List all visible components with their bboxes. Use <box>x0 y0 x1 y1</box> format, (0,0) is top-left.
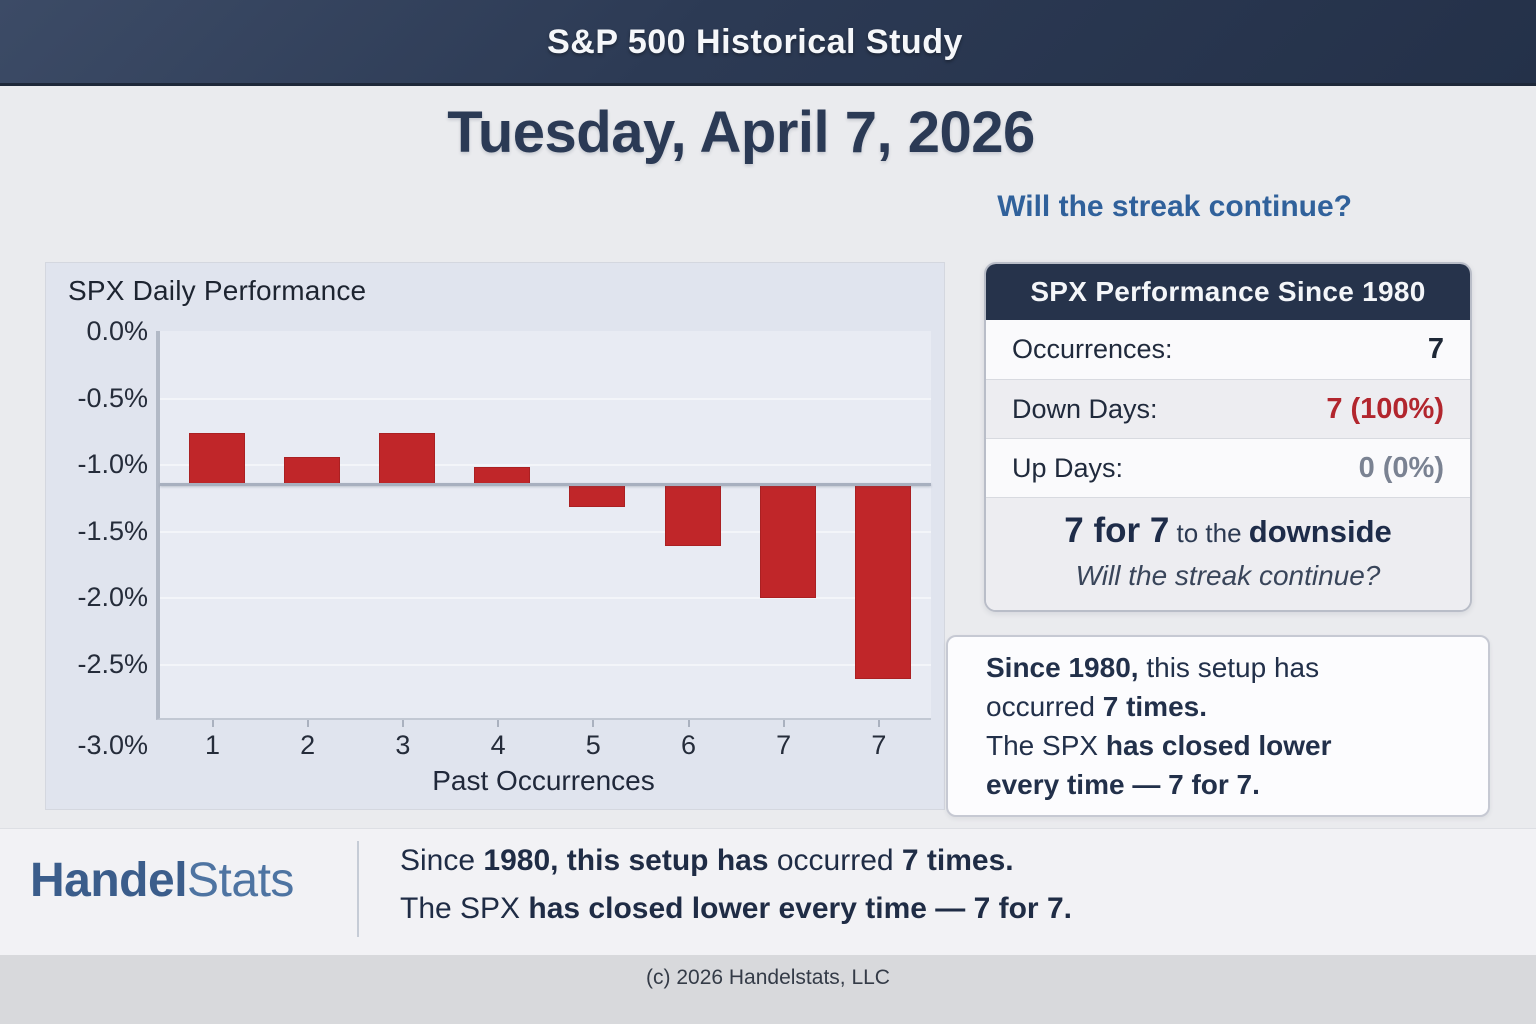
x-tick-mark <box>401 720 404 727</box>
stats-row-up-days: Up Days: 0 (0%) <box>986 438 1470 497</box>
up-days-value: 0 (0%) <box>1358 451 1444 484</box>
stats-row-down-days: Down Days: 7 (100%) <box>986 379 1470 438</box>
y-tick-label: -1.0% <box>77 449 148 479</box>
handelstats-logo: HandelStats <box>30 853 294 908</box>
logo-stats: Stats <box>187 854 294 907</box>
insight-text: this setup has <box>1138 652 1320 683</box>
insight-bold: Since 1980, <box>986 652 1139 683</box>
chart-bar <box>759 483 816 599</box>
x-tick-mark <box>877 720 880 727</box>
x-tick-label: 1 <box>204 730 221 760</box>
x-axis-title: Past Occurrences <box>432 765 655 796</box>
occurrences-value: 7 <box>1427 333 1444 365</box>
vertical-divider <box>357 841 359 937</box>
x-axis-labels: 1 2 3 4 5 6 7 7 <box>156 720 931 764</box>
stats-row-occurrences: Occurrences: 7 <box>986 320 1470 379</box>
band-text-bold: 1980, this setup has <box>483 844 769 877</box>
insight-text: occurred <box>986 691 1103 722</box>
header-bar: S&P 500 Historical Study <box>0 0 1536 86</box>
chart-bar <box>283 457 340 484</box>
y-tick-label: -2.5% <box>77 648 148 679</box>
x-tick-label: 7 <box>776 730 792 760</box>
y-axis-labels: 0.0% -0.5% -1.0% -1.5% -2.0% -2.5% -3.0% <box>54 316 150 761</box>
gridline <box>160 464 931 466</box>
y-tick-label: -1.5% <box>77 515 148 546</box>
stats-summary: 7 for 7 to the downside Will the streak … <box>986 497 1470 610</box>
zero-baseline <box>160 482 931 486</box>
chart-bar <box>664 483 721 547</box>
gridline <box>160 597 931 599</box>
copyright-text: (c) 2026 Handelstats, LLC <box>646 966 890 989</box>
x-tick-mark <box>592 720 595 727</box>
logo-handel: Handel <box>30 854 188 907</box>
streak-count: 7 for 7 <box>1064 511 1170 550</box>
insight-line-3: The SPX has closed lower <box>986 726 1470 765</box>
band-text-segment: occurred <box>768 844 902 877</box>
x-tick-mark <box>687 720 690 727</box>
chart-bar <box>378 433 435 484</box>
insight-card: Since 1980, this setup has occurred 7 ti… <box>946 635 1490 817</box>
x-tick-label: 6 <box>680 730 697 760</box>
chart-panel: SPX Daily Performance 0.0% -0.5% -1.0% -1.5… <box>45 262 945 810</box>
streak-summary-line: 7 for 7 to the downside <box>986 511 1470 551</box>
page-title: S&P 500 Historical Study <box>547 23 963 61</box>
x-tick-mark <box>782 720 785 727</box>
chart-title: SPX Daily Performance <box>68 275 367 306</box>
y-tick-label: 0.0% <box>86 316 148 346</box>
chart-bar <box>188 433 245 484</box>
insight-line-2: occurred 7 times. <box>986 687 1470 726</box>
streak-direction: downside <box>1248 514 1392 549</box>
streak-question-italic: Will the streak continue? <box>1075 560 1381 591</box>
down-days-label: Down Days: <box>1012 393 1158 424</box>
x-tick-mark <box>211 720 214 727</box>
streak-question-tagline: Will the streak continue? <box>997 190 1352 223</box>
x-tick-label: 4 <box>490 730 506 760</box>
chart-bar <box>474 466 531 484</box>
x-tick-label: 7 <box>871 730 887 760</box>
band-text-bold: has closed lower every time — 7 for 7. <box>528 892 1072 925</box>
band-line-1: Since 1980, this setup has occurred 7 ti… <box>400 837 1072 885</box>
up-days-label: Up Days: <box>1012 452 1124 483</box>
y-tick-label: -0.5% <box>77 382 148 413</box>
x-tick-label: 5 <box>585 730 601 760</box>
x-tick-label: 2 <box>300 730 316 760</box>
gridline <box>160 530 931 533</box>
x-tick-mark <box>306 720 309 727</box>
insight-line-4: every time — 7 for 7. <box>986 765 1470 804</box>
chart-bar <box>569 483 626 507</box>
y-tick-label: -2.0% <box>77 582 148 612</box>
y-tick-label: -3.0% <box>77 730 148 760</box>
insight-line-1: Since 1980, this setup has <box>986 648 1470 687</box>
streak-connector: to the <box>1169 518 1249 548</box>
chart-bar <box>854 483 911 680</box>
footer-band: HandelStats Since 1980, this setup has o… <box>0 828 1536 955</box>
insight-bold: has closed lower <box>1105 730 1332 761</box>
gridline <box>160 663 931 666</box>
insight-text: The SPX <box>986 730 1106 761</box>
stats-card: SPX Performance Since 1980 Occurrences: … <box>984 262 1472 612</box>
date-title: Tuesday, April 7, 2026 <box>447 100 1035 165</box>
down-days-value: 7 (100%) <box>1326 392 1444 425</box>
x-tick-label: 3 <box>395 730 411 760</box>
plot-area <box>156 331 931 720</box>
x-tick-mark <box>497 720 500 727</box>
band-text-bold: 7 times. <box>901 844 1014 877</box>
band-line-2: The SPX has closed lower every time — 7 … <box>400 885 1072 933</box>
stats-card-header: SPX Performance Since 1980 <box>986 264 1470 320</box>
band-text-segment: The SPX <box>400 892 529 925</box>
gridline <box>160 397 931 400</box>
footer-band-text: Since 1980, this setup has occurred 7 ti… <box>400 837 1072 933</box>
copyright-strip: (c) 2026 Handelstats, LLC <box>0 955 1536 1024</box>
insight-bold: 7 times. <box>1102 691 1207 722</box>
occurrences-label: Occurrences: <box>1012 334 1173 364</box>
insight-bold: every time — 7 for 7. <box>986 769 1260 800</box>
band-text-segment: Since <box>400 844 484 877</box>
